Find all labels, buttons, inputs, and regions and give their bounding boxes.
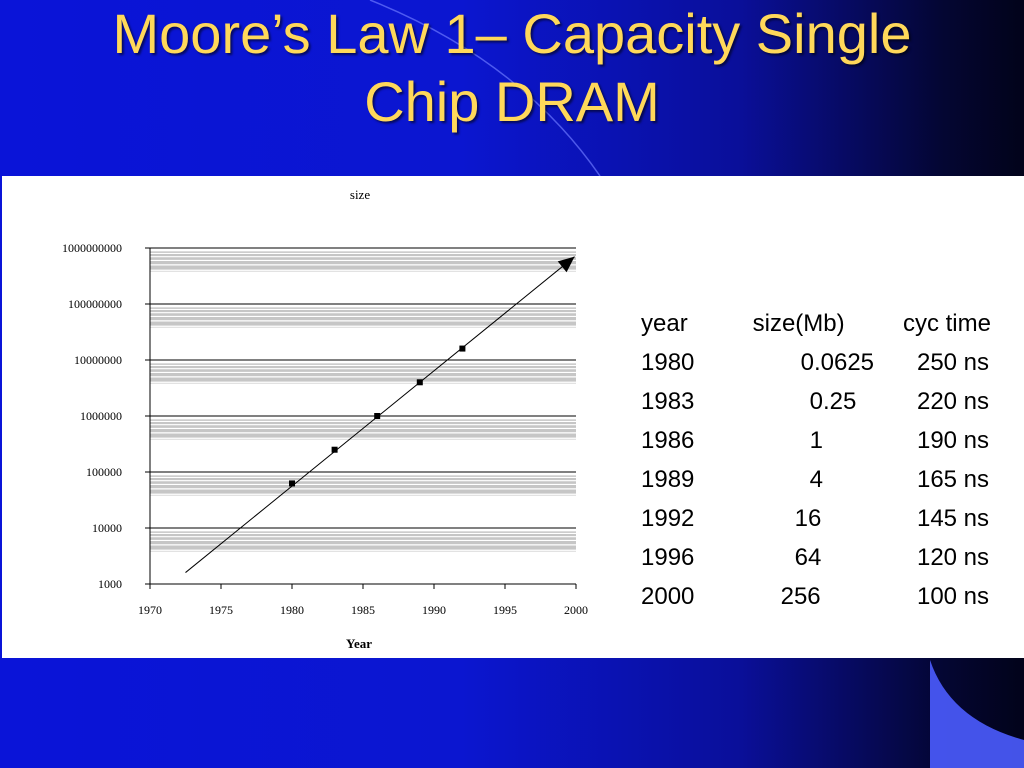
header-cyc-time: cyc time: [902, 309, 991, 337]
y-tick-label: 1000: [98, 577, 122, 591]
grid-band: [150, 307, 576, 328]
background-swoosh-line: [369, 0, 601, 177]
cell-size: 1: [809, 426, 823, 454]
data-point: [374, 413, 381, 419]
slide-title-line-1: Moore’s Law 1– Capacity Single: [112, 2, 912, 65]
grid-band: [150, 531, 576, 552]
table-body: 1980 0.0625 250 ns 1983 0.25 220 ns 1986 1 190 n…: [632, 343, 1024, 616]
chart-title: size: [350, 187, 370, 202]
x-tick-label: 2000: [564, 603, 588, 617]
slide-title: Moore’s Law 1– Capacity Single Chip DRAM: [0, 0, 1024, 136]
y-tick-label: 1000000000: [62, 241, 122, 255]
cell-year: 1996: [641, 543, 695, 571]
slide-title-line-2: Chip DRAM: [364, 70, 660, 133]
cell-cyc-time: 250 ns: [916, 348, 990, 376]
cell-cyc-time: 220 ns: [916, 387, 990, 415]
table-header-row: year size(Mb) cyc time: [632, 304, 1024, 343]
table-row: 2000 256 100 ns: [632, 577, 1024, 616]
y-axis-tick-labels: 1000000000 100000000 10000000 1000000 100000…: [62, 241, 150, 591]
cell-cyc-time: 100 ns: [916, 582, 990, 610]
cell-year: 1983: [641, 387, 695, 415]
table-row: 1986 1 190 ns: [632, 421, 1024, 460]
data-points: [289, 345, 466, 487]
plot-grid: [150, 247, 576, 585]
header-size: size(Mb): [752, 309, 845, 337]
cell-cyc-time: 190 ns: [916, 426, 990, 454]
background-swoosh-corner: [930, 660, 1024, 768]
y-tick-label: 100000000: [68, 297, 122, 311]
trend-arrowhead: [557, 256, 575, 273]
table-row: 1980 0.0625 250 ns: [632, 343, 1024, 382]
x-tick-label: 1975: [209, 603, 233, 617]
cell-year: 1992: [641, 504, 695, 532]
cell-cyc-time: 165 ns: [916, 465, 990, 493]
data-point: [459, 345, 466, 352]
y-tick-label: 10000000: [74, 353, 122, 367]
header-year: year: [641, 309, 688, 337]
x-tick-label: 1995: [493, 603, 517, 617]
table-row: 1983 0.25 220 ns: [632, 382, 1024, 421]
cell-size: 256: [780, 582, 821, 610]
table-row: 1992 16 145 ns: [632, 499, 1024, 538]
cell-size: 16: [794, 504, 822, 532]
grid-band: [150, 251, 576, 272]
x-axis-label: Year: [346, 636, 372, 651]
x-tick-label: 1990: [422, 603, 446, 617]
grid-band: [150, 419, 576, 440]
cell-size: 64: [794, 543, 822, 571]
cell-size: 4: [809, 465, 823, 493]
y-tick-label: 1000000: [80, 409, 122, 423]
x-tick-label: 1980: [280, 603, 304, 617]
content-panel: size 1000000000 100000000 10000000 1000000 1…: [2, 176, 1024, 658]
y-tick-label: 10000: [92, 521, 122, 535]
cell-year: 2000: [641, 582, 695, 610]
cell-year: 1989: [641, 465, 695, 493]
cell-size: 0.25: [809, 387, 857, 415]
data-point: [331, 446, 338, 453]
table-row: 1989 4 165 ns: [632, 460, 1024, 499]
cell-cyc-time: 145 ns: [916, 504, 990, 532]
grid-band: [150, 475, 576, 496]
cell-year: 1980: [641, 348, 695, 376]
grid-band: [150, 363, 576, 384]
table-row: 1996 64 120 ns: [632, 538, 1024, 577]
data-point: [289, 480, 295, 487]
y-tick-label: 100000: [86, 465, 122, 479]
cell-size: 0.0625: [800, 348, 875, 376]
x-axis-tick-labels: 1970 1975 1980 1985 1990 1995 2000: [138, 584, 588, 617]
cell-cyc-time: 120 ns: [916, 543, 990, 571]
data-point: [416, 379, 423, 386]
cell-year: 1986: [641, 426, 695, 454]
x-tick-label: 1970: [138, 603, 162, 617]
dram-size-chart: size 10000000001000000001000000010000001…: [62, 187, 588, 651]
x-tick-label: 1985: [351, 603, 375, 617]
dram-table: year size(Mb) cyc time 1980 0.0625 250 ns 1…: [632, 304, 1024, 616]
